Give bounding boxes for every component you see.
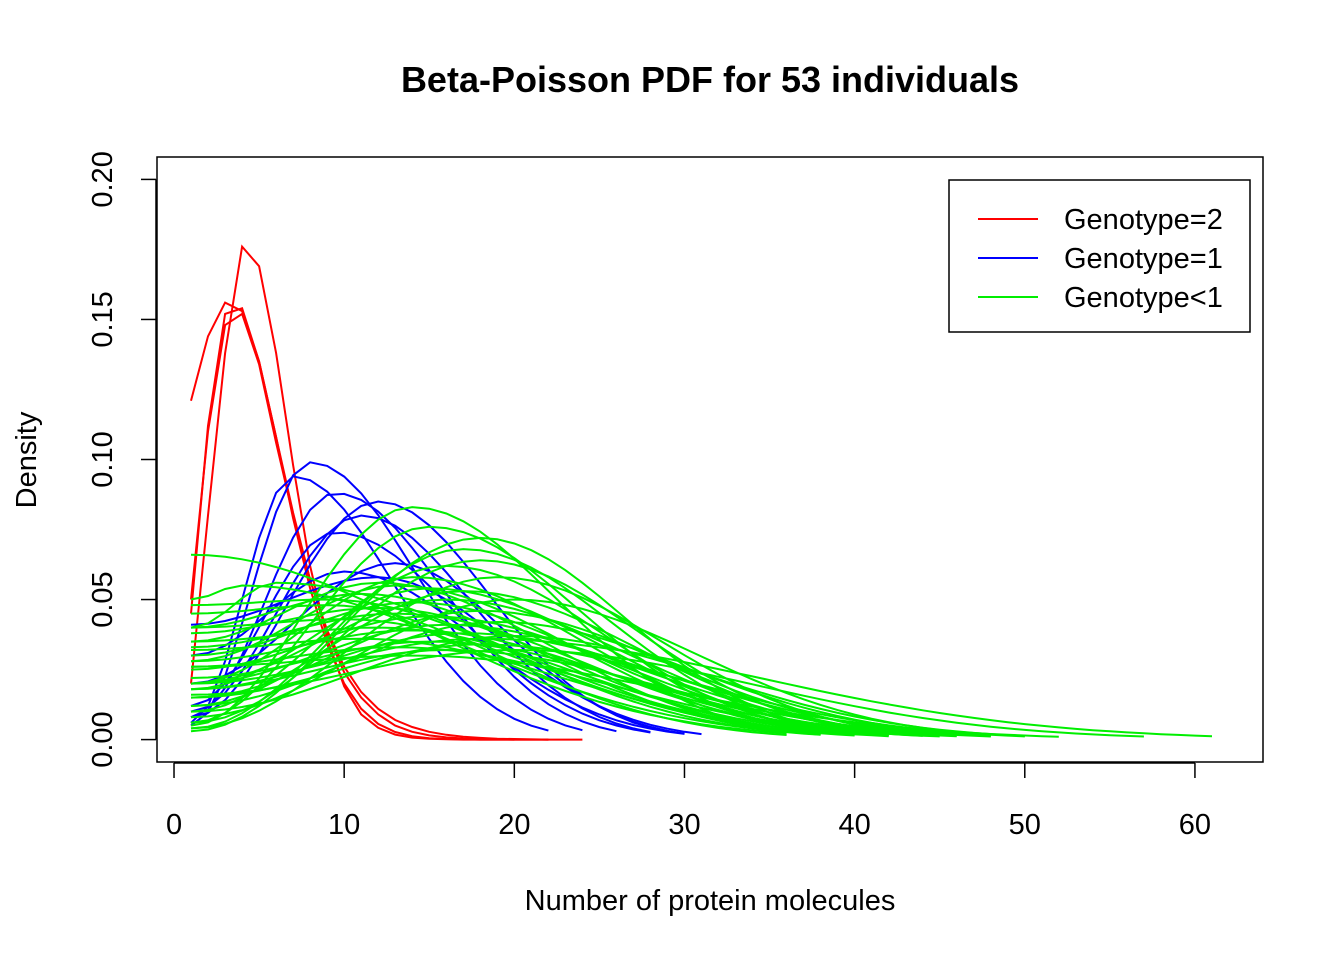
x-tick-label: 30 (668, 809, 700, 841)
y-tick-label: 0.20 (87, 151, 119, 207)
legend-label: Genotype=1 (1064, 243, 1223, 275)
curve-3-39 (190, 637, 1213, 738)
curve-3-33 (190, 648, 991, 738)
curve-2-1 (190, 475, 549, 732)
y-tick-label: 0.10 (87, 431, 119, 487)
x-tick-label: 40 (838, 809, 870, 841)
legend: Genotype=2 Genotype=1 Genotype<1 (948, 179, 1251, 333)
curve-1-4 (190, 312, 583, 741)
x-tick-label: 60 (1179, 809, 1211, 841)
legend-box (948, 179, 1251, 333)
curve-3-10 (190, 584, 855, 736)
curve-1-3 (190, 244, 549, 741)
curves-layer (190, 244, 1213, 741)
x-tick-label: 10 (328, 809, 360, 841)
y-tick-label: 0.05 (87, 571, 119, 627)
curve-3-40 (190, 654, 1059, 738)
chart-title: Beta-Poisson PDF for 53 individuals (401, 59, 1019, 100)
curve-3-35 (190, 584, 821, 736)
y-tick-label: 0.00 (87, 711, 119, 767)
plot-frame (156, 156, 1264, 763)
y-axis-label: Density (11, 411, 43, 508)
x-tick-label: 50 (1009, 809, 1041, 841)
x-axis: 0 10 20 30 40 50 60 (166, 762, 1211, 841)
series-genotype-1 (190, 506, 1213, 738)
y-axis: 0.00 0.05 0.10 0.15 0.20 (87, 151, 157, 768)
curve-3-36 (190, 581, 855, 736)
curve-3-28 (190, 634, 1025, 738)
legend-label: Genotype=2 (1064, 204, 1223, 236)
legend-label: Genotype<1 (1064, 282, 1223, 314)
y-tick-label: 0.15 (87, 291, 119, 347)
x-tick-label: 0 (166, 809, 182, 841)
curve-3-26 (190, 629, 923, 737)
curve-3-22 (190, 618, 855, 737)
curve-3-30 (190, 640, 957, 738)
curve-2-2 (190, 461, 583, 732)
curve-3-25 (190, 626, 889, 737)
x-axis-label: Number of protein molecules (525, 885, 896, 917)
x-tick-label: 20 (498, 809, 530, 841)
series-genotype-2 (190, 244, 583, 741)
curve-3-38 (190, 648, 1144, 738)
